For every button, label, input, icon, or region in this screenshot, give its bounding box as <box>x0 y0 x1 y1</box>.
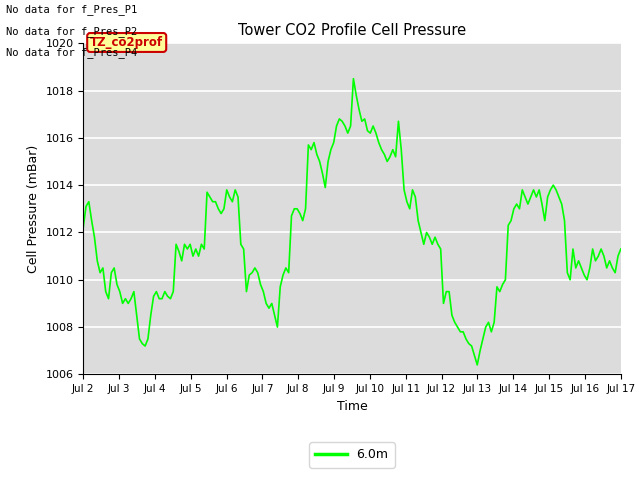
Title: Tower CO2 Profile Cell Pressure: Tower CO2 Profile Cell Pressure <box>238 23 466 38</box>
Legend: 6.0m: 6.0m <box>309 442 395 468</box>
Text: No data for f_Pres_P4: No data for f_Pres_P4 <box>6 47 138 58</box>
Y-axis label: Cell Pressure (mBar): Cell Pressure (mBar) <box>27 144 40 273</box>
X-axis label: Time: Time <box>337 400 367 413</box>
Text: No data for f_Pres_P1: No data for f_Pres_P1 <box>6 4 138 15</box>
Text: No data for f_Pres_P2: No data for f_Pres_P2 <box>6 25 138 36</box>
Text: TZ_co2prof: TZ_co2prof <box>90 36 163 49</box>
